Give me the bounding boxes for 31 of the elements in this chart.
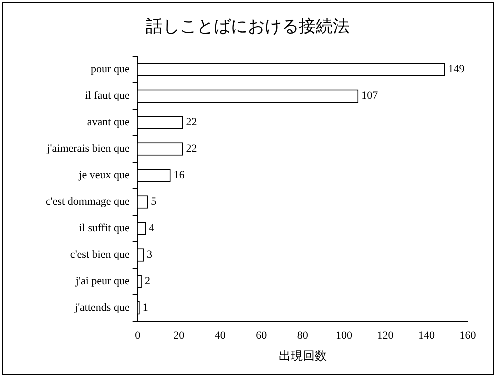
x-tick-label: 140 (418, 330, 436, 342)
y-tick-label: c'est bien que (70, 249, 130, 262)
data-label: 149 (448, 64, 466, 76)
x-tick-label: 0 (135, 330, 142, 342)
x-tick-label: 80 (297, 330, 309, 342)
x-axis-title: 出現回数 (278, 348, 327, 363)
y-tick-label: je veux que (78, 170, 130, 182)
x-tick-label: 100 (336, 330, 353, 342)
y-tick-label: il faut que (85, 90, 130, 102)
data-label: 5 (151, 196, 158, 208)
data-label: 2 (144, 276, 150, 288)
x-tick-label: 160 (460, 330, 477, 342)
x-tick-label: 40 (214, 330, 226, 342)
data-label: 16 (174, 170, 186, 182)
y-tick-label: j'attends que (74, 302, 130, 314)
x-tick-label: 60 (256, 330, 268, 342)
x-tick-label: 120 (377, 330, 394, 342)
data-label: 22 (186, 143, 198, 156)
chart-title: 話しことばにおける接続法 (145, 16, 351, 38)
y-tick-label: il suffit que (79, 222, 130, 235)
data-label: 22 (186, 116, 198, 129)
data-label: 4 (149, 222, 156, 235)
y-tick-label: c'est dommage que (46, 196, 130, 208)
y-tick-label: j'aimerais bien que (46, 143, 130, 156)
data-label: 107 (362, 90, 379, 102)
y-tick-label: avant que (87, 116, 130, 129)
data-label: 1 (142, 302, 148, 314)
y-tick-label: j'ai peur que (74, 276, 130, 288)
y-tick-label: pour que (91, 64, 130, 76)
data-label: 3 (147, 249, 154, 262)
x-tick-label: 20 (174, 330, 186, 342)
